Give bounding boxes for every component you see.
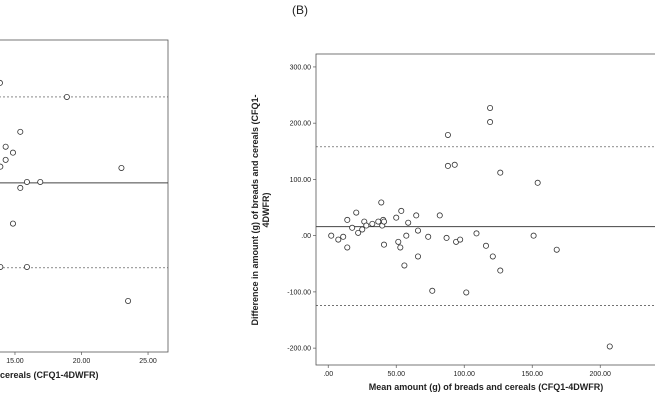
x-tick-label: .00 (323, 371, 333, 378)
chart-title: (B) (292, 3, 308, 17)
point (443, 234, 450, 241)
x-tick-label: 200.00 (590, 371, 612, 378)
y-tick-label: .00 (301, 233, 311, 240)
point (355, 229, 362, 236)
point (530, 232, 537, 239)
point (553, 246, 560, 253)
point (118, 164, 125, 171)
x-axis-label: Mean amount (g) of breads and cereals (C… (369, 382, 604, 392)
point (340, 233, 347, 240)
point (397, 244, 404, 251)
point (2, 156, 9, 163)
x-axis-label: cereals (CFQ1-4DWFR) (0, 370, 99, 380)
point (0, 79, 3, 86)
plot-frame (0, 39, 169, 353)
point (487, 119, 494, 126)
point (414, 227, 421, 234)
point (353, 209, 360, 216)
point (451, 161, 458, 168)
point (380, 218, 387, 225)
point (125, 297, 132, 304)
point (328, 232, 335, 239)
point (429, 287, 436, 294)
x-tick-label: 150.00 (522, 371, 544, 378)
y-tick-label: -200.00 (287, 346, 311, 353)
point (344, 244, 351, 251)
point (444, 131, 451, 138)
y-axis-label-line: 4DWFR) (261, 193, 271, 228)
point (425, 233, 432, 240)
point (349, 224, 356, 231)
x-tick-label: 15.00 (6, 358, 24, 365)
point (17, 184, 24, 191)
y-axis-label-line: Difference in amount (g) of breads and c… (250, 94, 260, 325)
point (497, 169, 504, 176)
point (369, 220, 376, 227)
x-tick-label: 20.00 (73, 358, 91, 365)
point (489, 253, 496, 260)
point (63, 93, 70, 100)
point (393, 214, 400, 221)
y-tick-label: 200.00 (290, 121, 312, 128)
point (487, 104, 494, 111)
y-tick-label: -100.00 (287, 289, 311, 296)
point (37, 178, 44, 185)
point (335, 236, 342, 243)
point (482, 242, 489, 249)
point (403, 232, 410, 239)
point (9, 149, 16, 156)
point (473, 230, 480, 237)
point (395, 238, 402, 245)
point (17, 128, 24, 135)
y-axis-label: Difference in amount (g) of breads and c… (250, 94, 271, 325)
point (344, 216, 351, 223)
y-tick-label: 300.00 (290, 64, 312, 71)
point (405, 219, 412, 226)
point (359, 226, 366, 233)
point (23, 178, 30, 185)
x-tick-label: 100.00 (454, 371, 476, 378)
point (9, 220, 16, 227)
point (413, 212, 420, 219)
point (497, 267, 504, 274)
point (380, 241, 387, 248)
point (444, 162, 451, 169)
point (463, 289, 470, 296)
point (23, 263, 30, 270)
point (534, 179, 541, 186)
point (606, 343, 613, 350)
y-tick-label: 100.00 (290, 177, 312, 184)
point (414, 253, 421, 260)
point (2, 143, 9, 150)
point (0, 263, 4, 270)
point (378, 199, 385, 206)
point (436, 212, 443, 219)
x-tick-label: 25.00 (139, 358, 157, 365)
point (0, 163, 4, 170)
plot-frame (315, 53, 655, 366)
point (457, 236, 464, 243)
point (401, 262, 408, 269)
point (398, 207, 405, 214)
point (363, 222, 370, 229)
x-tick-label: 50.00 (387, 371, 405, 378)
